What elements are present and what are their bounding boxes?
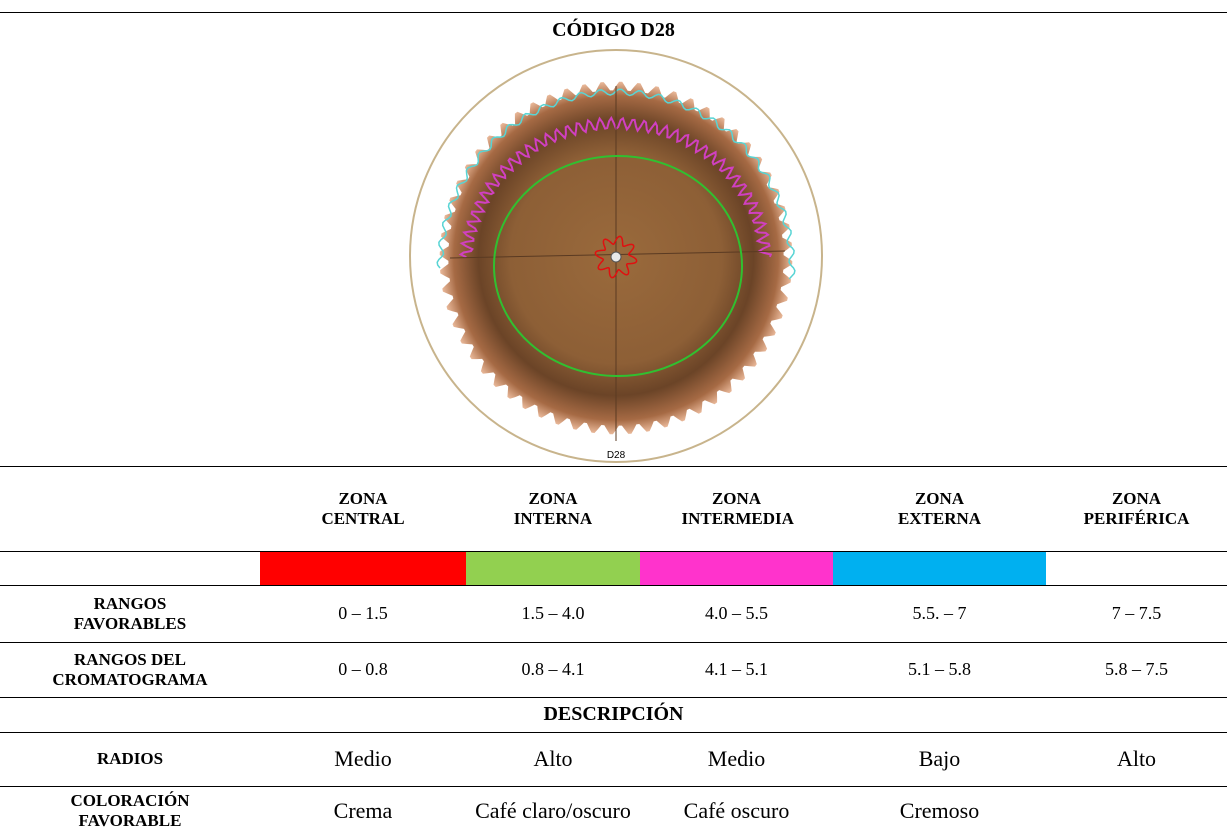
cell-text: Bajo [918,746,961,771]
cell-text: RANGOS DEL CROMATOGRAMA [52,649,208,689]
table-cell: RANGOS DEL CROMATOGRAMA [0,642,260,698]
table-row: RANGOS FAVORABLES 0 – 1.5 1.5 – 4.0 4.0 – 5… [0,585,1227,643]
zone-color [640,551,833,586]
cell-text: RANGOS FAVORABLES [73,593,187,633]
cell-text: Alto [533,746,573,771]
table-cell: 5.5. – 7 [833,585,1046,643]
table-cell: 5.1 – 5.8 [833,642,1046,698]
table-row: RADIOS Medio Alto Medio Bajo Alto [0,732,1227,787]
table-cell: ZONA CENTRAL [260,467,466,552]
table-cell: 4.0 – 5.5 [640,585,833,643]
table-cell: DESCRIPCIÓN [0,697,1227,733]
cell-text: 0 – 1.5 [338,603,388,623]
cell-text: 0.8 – 4.1 [521,659,585,679]
table-row [0,551,1227,586]
table-cell: 4.1 – 5.1 [640,642,833,698]
cell-text: 7 – 7.5 [1111,603,1162,623]
table-cell [0,467,260,552]
cell-text: 1.5 – 4.0 [521,603,585,623]
table-cell: Alto [466,732,640,787]
table-cell: 5.8 – 7.5 [1046,642,1227,698]
table-cell: Crema [260,786,466,836]
zone-table: ZONA CENTRAL ZONA INTERNA ZONA INTERMEDIA Z… [0,467,1227,836]
table-row: RANGOS DEL CROMATOGRAMA 0 – 0.8 0.8 – 4.1 4… [0,642,1227,698]
cell-text: 4.1 – 5.1 [705,659,768,679]
table-cell: RANGOS FAVORABLES [0,585,260,643]
table-cell: Bajo [833,732,1046,787]
cell-text: ZONA PERIFÉRICA [1083,488,1190,528]
cell-text: COLORACIÓN FAVORABLE [70,791,190,831]
zone-color [466,551,640,586]
table-cell: Medio [260,732,466,787]
table-row: ZONA CENTRAL ZONA INTERNA ZONA INTERMEDIA Z… [0,467,1227,552]
image-label: D28 [607,450,626,461]
chromatogram: D28 [409,49,823,463]
cell-text: ZONA INTERMEDIA [681,488,794,528]
table-cell: ZONA INTERNA [466,467,640,552]
cell-text: RADIOS [96,749,164,768]
cell-text: Café claro/oscuro [475,798,631,824]
cell-text: ZONA INTERNA [513,488,593,528]
cell-text: 0 – 0.8 [338,659,388,679]
table-cell: 0 – 0.8 [260,642,466,698]
cell-text: Medio [707,746,766,771]
zone-color [1046,551,1227,586]
cell-text: Café oscuro [683,798,790,824]
table-cell: COLORACIÓN FAVORABLE [0,786,260,836]
table-cell: Medio [640,732,833,787]
table-cell: Cremoso [833,786,1046,836]
cell-text: ZONA EXTERNA [897,488,982,528]
table-row: COLORACIÓN FAVORABLE Crema Café claro/oscu… [0,786,1227,836]
table-cell [0,551,260,586]
cell-text: 4.0 – 5.5 [705,603,768,623]
table-cell: Alto [1046,732,1227,787]
cell-text: 5.8 – 7.5 [1105,659,1168,679]
table-cell: Café oscuro [640,786,833,836]
table-cell: ZONA INTERMEDIA [640,467,833,552]
zone-color [260,551,466,586]
cell-text: 5.1 – 5.8 [908,659,971,679]
cell-text: Crema [333,798,393,824]
table-cell: ZONA EXTERNA [833,467,1046,552]
title: CÓDIGO D28 [0,12,1227,47]
table-cell: RADIOS [0,732,260,787]
table-cell: ZONA PERIFÉRICA [1046,467,1227,552]
chromatogram-figure: D28 [0,46,1227,467]
table-row: DESCRIPCIÓN [0,697,1227,733]
cell-text: ZONA CENTRAL [321,488,405,528]
zone-color [833,551,1046,586]
table-cell: 0.8 – 4.1 [466,642,640,698]
cell-text: Medio [334,746,392,771]
table-cell [1046,786,1227,836]
table-cell: Café claro/oscuro [466,786,640,836]
cell-text: 5.5. – 7 [912,603,967,623]
table-cell: 0 – 1.5 [260,585,466,643]
cell-text: Alto [1116,746,1157,771]
table-cell: 7 – 7.5 [1046,585,1227,643]
cell-text: DESCRIPCIÓN [543,703,684,725]
cell-text: Cremoso [899,798,980,824]
table-cell: 1.5 – 4.0 [466,585,640,643]
